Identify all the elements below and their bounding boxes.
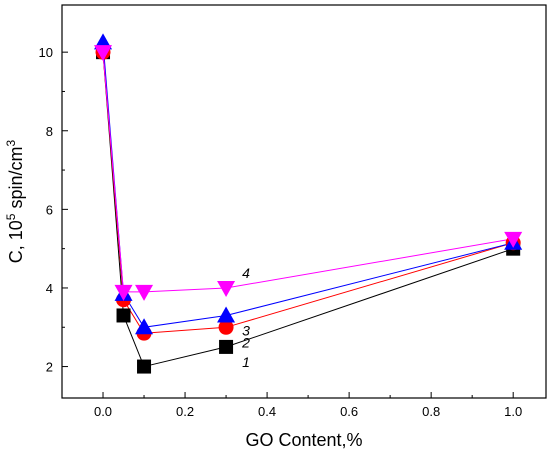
series-4-label: 4 [242,265,250,281]
series-3-point [217,306,236,323]
series-lines [102,42,514,368]
x-tick-label: 0.4 [258,404,276,419]
x-tick-label: 0.8 [422,404,440,419]
series-4-line [102,52,514,293]
y-tick-label: 6 [46,202,53,217]
plot-frame [61,4,547,399]
series-1-point [137,359,152,374]
axes [61,4,547,399]
series-1-point [219,339,234,354]
y-axis-title-base: C, 10 [6,220,26,263]
y-axis-title: C, 105 spin/cm3 [4,139,26,263]
y-axis-title-exponent: 5 [4,213,18,220]
series-4-point [94,45,113,62]
series-4-point [114,284,133,301]
series-1-line [102,52,514,368]
y-axis-title-unit-exponent: 3 [4,139,18,146]
y-tick-label: 10 [39,45,53,60]
series-1-point [116,308,131,323]
y-axis-title-unit: spin/cm [6,146,26,213]
series-3-point [135,318,154,335]
x-tick-label: 0.0 [94,404,112,419]
series-markers [94,33,523,374]
y-axis-ticks: 2 4 6 8 10 [39,45,68,375]
series-3-label: 3 [242,322,250,338]
series-4-point [217,280,236,297]
y-tick-label: 8 [46,124,53,139]
y-tick-label: 4 [46,281,53,296]
x-tick-label: 0.6 [340,404,358,419]
series-4-point [504,231,523,248]
y-tick-label: 2 [46,360,53,375]
series-3-line [102,42,514,328]
x-axis-title: GO Content,% [245,430,362,450]
series-labels: 1 23 4 [241,265,250,370]
series-2-label: 2 [241,334,250,350]
series-1-label: 1 [242,354,250,370]
x-axis-ticks: 0.0 0.2 0.4 0.6 0.8 1.0 [94,392,522,419]
series-4-point [135,284,154,301]
x-tick-label: 1.0 [504,404,522,419]
series-2-point [218,319,234,335]
x-tick-label: 0.2 [176,404,194,419]
